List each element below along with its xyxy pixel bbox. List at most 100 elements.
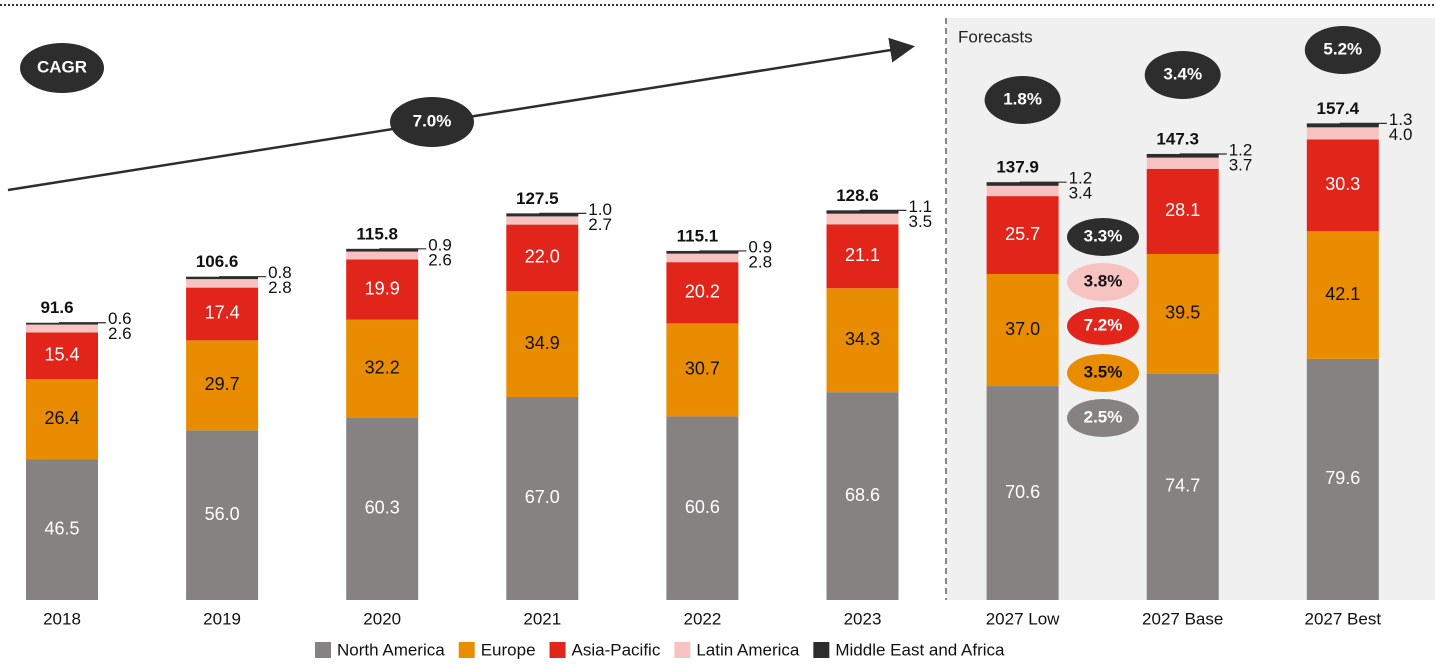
small-label: 0.9 — [748, 237, 772, 256]
region-cagr-badge — [1067, 354, 1139, 392]
segment-label: 30.3 — [1325, 174, 1360, 194]
bar-segment — [1306, 139, 1379, 232]
total-label: 115.1 — [677, 226, 719, 245]
cagr-badge — [984, 76, 1061, 124]
bar-segment — [26, 459, 98, 600]
bar-segment — [506, 291, 579, 397]
bar-segment — [986, 196, 1059, 274]
segment-label: 22.0 — [525, 247, 560, 267]
segment-label: 34.9 — [525, 333, 560, 353]
small-label: 2.7 — [588, 215, 612, 234]
legend-label: Europe — [481, 640, 536, 659]
bar-segment — [986, 185, 1059, 197]
segment-label: 79.6 — [1325, 468, 1360, 488]
segment-label: 42.1 — [1325, 284, 1360, 304]
total-label: 147.3 — [1156, 129, 1199, 148]
small-label: 1.3 — [1389, 110, 1413, 129]
bar-segment — [1146, 153, 1219, 158]
segment-label: 60.3 — [365, 497, 400, 517]
cagr-label: CAGR — [37, 57, 87, 76]
forecast-cagr: 3.4% — [1163, 64, 1202, 83]
small-label: 3.4 — [1069, 184, 1093, 203]
segment-label: 25.7 — [1005, 224, 1040, 244]
total-label: 127.5 — [516, 189, 559, 208]
total-label: 115.8 — [356, 224, 398, 243]
bar-segment — [826, 213, 899, 225]
x-tick-label: 2027 Base — [1142, 609, 1223, 628]
small-label: 2.6 — [108, 324, 132, 343]
forecast-cagr: 1.8% — [1003, 89, 1042, 108]
bar-segment — [346, 319, 419, 418]
small-label: 0.8 — [268, 263, 292, 282]
cagr-badge — [1304, 26, 1381, 74]
region-cagr-badge — [1067, 218, 1139, 256]
small-label: 3.7 — [1229, 155, 1253, 174]
bar-segment — [1306, 358, 1379, 600]
total-label: 157.4 — [1317, 99, 1360, 118]
segment-label: 67.0 — [525, 487, 560, 507]
bar-segment — [26, 379, 98, 460]
bar-segment — [986, 273, 1059, 387]
bar-segment — [1306, 123, 1379, 128]
segment-label: 15.4 — [44, 345, 79, 365]
segment-label: 17.4 — [205, 303, 240, 323]
bar-segment — [346, 251, 419, 260]
total-label: 91.6 — [40, 298, 73, 317]
x-tick-label: 2021 — [523, 609, 561, 628]
segment-label: 20.2 — [685, 282, 720, 302]
segment-label: 34.3 — [845, 329, 880, 349]
legend-label: North America — [337, 640, 445, 659]
forecast-label: Forecasts — [958, 27, 1033, 46]
small-label: 2.6 — [428, 250, 452, 269]
region-cagr-badge — [1067, 399, 1139, 437]
small-label: 1.1 — [909, 197, 933, 216]
bar-segment — [506, 224, 579, 292]
bar-segment — [1306, 127, 1379, 140]
segment-label: 70.6 — [1005, 482, 1040, 502]
bar-segment — [1146, 373, 1219, 600]
bar-segment — [1306, 231, 1379, 359]
bar-segment — [986, 386, 1059, 600]
total-label: 137.9 — [996, 158, 1039, 177]
small-label: 1.2 — [1229, 140, 1253, 159]
cagr-badge — [20, 43, 104, 93]
x-tick-label: 2018 — [43, 609, 81, 628]
segment-label: 28.1 — [1165, 200, 1200, 220]
segment-label: 21.1 — [845, 245, 880, 265]
segment-label: 32.2 — [365, 357, 400, 377]
total-label: 128.6 — [836, 186, 879, 205]
small-label: 0.6 — [108, 309, 132, 328]
small-label: 0.9 — [428, 235, 452, 254]
region-cagr: 7.2% — [1084, 315, 1123, 334]
segment-label: 68.6 — [845, 485, 880, 505]
legend-swatch — [549, 642, 566, 658]
x-tick-label: 2022 — [683, 609, 721, 628]
bar-segment — [826, 392, 899, 600]
region-cagr: 3.5% — [1084, 362, 1123, 381]
small-label: 2.8 — [748, 252, 772, 271]
legend-swatch — [674, 642, 691, 658]
legend-swatch — [458, 642, 475, 658]
bar-segment — [26, 332, 98, 380]
bar-segment — [826, 224, 899, 289]
segment-label: 60.6 — [685, 497, 720, 517]
bar-segment — [666, 323, 739, 417]
total-label: 106.6 — [196, 252, 239, 271]
x-tick-label: 2020 — [363, 609, 401, 628]
bar-segment — [986, 182, 1059, 186]
small-label: 3.5 — [909, 212, 933, 231]
region-cagr: 3.3% — [1084, 226, 1123, 245]
bar-segment — [666, 416, 739, 600]
segment-label: 46.5 — [44, 518, 79, 538]
cagr-badge — [390, 97, 474, 147]
bar-segment — [826, 210, 899, 214]
bar-segment — [346, 248, 419, 252]
bar-segment — [1146, 157, 1219, 169]
legend-label: Latin America — [696, 640, 800, 659]
x-tick-label: 2019 — [203, 609, 241, 628]
segment-label: 74.7 — [1165, 476, 1200, 496]
legend-label: Asia-Pacific — [572, 640, 661, 659]
legend-label: Middle East and Africa — [835, 640, 1005, 659]
bar-segment — [186, 279, 259, 288]
segment-label: 39.5 — [1165, 303, 1200, 323]
